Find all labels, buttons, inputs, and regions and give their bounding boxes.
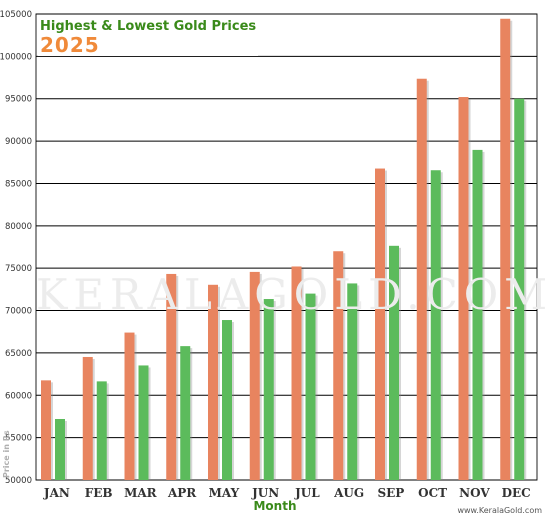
bar-low — [222, 320, 232, 480]
x-tick-label: JUL — [294, 486, 320, 500]
bar-high — [124, 332, 135, 480]
bar-high — [416, 78, 427, 481]
y-tick-label: 85000 — [5, 179, 32, 189]
y-tick-label: 80000 — [5, 222, 32, 232]
bar-high — [333, 251, 344, 480]
x-axis-label: Month — [253, 499, 297, 513]
y-tick-label: 90000 — [5, 137, 32, 147]
bar-low — [305, 293, 316, 480]
x-tick-label: MAR — [124, 486, 158, 500]
bar-low — [514, 98, 525, 481]
y-tick-label: 70000 — [5, 307, 32, 317]
bar-high — [249, 271, 260, 480]
x-tick-label: DEC — [502, 486, 531, 500]
bar-high — [41, 380, 51, 480]
x-tick-label: APR — [167, 486, 197, 500]
bar-low — [138, 365, 149, 480]
bar-low — [389, 245, 399, 480]
y-tick-label: 65000 — [5, 349, 32, 359]
bar-low — [430, 170, 441, 480]
chart-subtitle: 2025 — [40, 33, 100, 57]
bar-low — [472, 149, 483, 481]
y-tick-label: 55000 — [5, 434, 32, 444]
bar-high — [375, 168, 385, 480]
y-tick-label: 75000 — [5, 264, 32, 274]
x-tick-label: NOV — [459, 486, 490, 500]
bar-low — [180, 346, 191, 480]
x-tick-label: JUN — [251, 486, 279, 500]
y-axis-label: Price in Rs — [2, 430, 11, 478]
bar-low — [347, 283, 358, 480]
x-tick-label: MAY — [209, 486, 240, 500]
credit-link[interactable]: www.KeralaGold.com — [457, 506, 542, 515]
y-tick-label: 95000 — [5, 95, 32, 105]
y-tick-label: 105000 — [0, 10, 32, 20]
title-background — [38, 18, 258, 56]
x-tick-label: FEB — [85, 486, 113, 500]
bar-high — [208, 284, 218, 480]
plot-area — [35, 13, 538, 481]
x-tick-label: SEP — [377, 486, 404, 500]
y-tick-label: 100000 — [0, 52, 32, 62]
bar-high — [500, 18, 511, 481]
x-tick-label: JAN — [43, 486, 70, 500]
bar-high — [458, 97, 469, 481]
bar-high — [291, 266, 302, 480]
bar-low — [55, 418, 65, 480]
y-tick-label: 60000 — [5, 391, 32, 401]
chart-title: Highest & Lowest Gold Prices — [40, 19, 257, 34]
y-tick-label: 50000 — [5, 476, 32, 486]
x-tick-label: OCT — [418, 486, 447, 500]
bar-high — [82, 356, 93, 480]
x-tick-label: AUG — [333, 486, 364, 500]
bar-low — [263, 299, 274, 480]
watermark-text: KERALAGOLD.COM — [36, 270, 550, 319]
bar-high — [166, 273, 177, 480]
bar-low — [96, 381, 107, 480]
